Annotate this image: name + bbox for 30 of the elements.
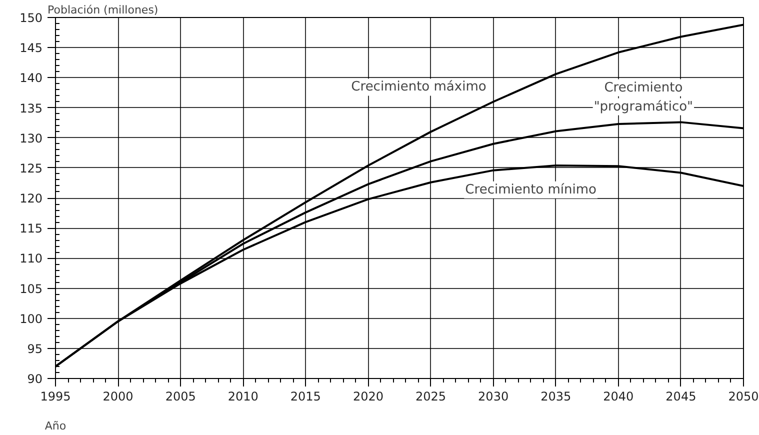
y-tick-label: 130	[20, 131, 42, 146]
y-tick-label: 115	[20, 222, 42, 236]
x-tick-label: 2000	[102, 390, 134, 404]
y-tick-label: 125	[20, 161, 42, 176]
y-tick-label: 150	[20, 11, 42, 25]
y-tick-label: 95	[27, 342, 43, 356]
x-tick-label: 2020	[352, 390, 384, 404]
x-tick-label: 2035	[540, 390, 572, 404]
x-tick-label: 1995	[40, 390, 71, 404]
y-tick-label: 110	[20, 252, 42, 266]
x-tick-label: 2040	[603, 390, 634, 404]
x-tick-label: 2025	[416, 390, 446, 404]
series-label: Crecimiento "programático"	[594, 80, 694, 114]
y-tick-label: 145	[20, 41, 42, 56]
y-tick-label: 120	[20, 192, 42, 206]
y-tick-label: 140	[20, 71, 42, 86]
series-label: Crecimiento mínimo	[465, 182, 597, 198]
y-tick-label: 90	[27, 372, 43, 386]
y-tick-label: 105	[20, 282, 42, 296]
x-tick-label: 2010	[228, 390, 258, 404]
series-label: Crecimiento máximo	[351, 80, 486, 95]
x-tick-label: 2045	[666, 390, 696, 404]
x-tick-label: 2050	[728, 390, 759, 404]
y-tick-label: 100	[20, 312, 42, 326]
x-tick-label: 2015	[290, 390, 321, 404]
x-tick-label: 2005	[165, 390, 196, 404]
x-axis-title: Año	[44, 420, 66, 432]
y-tick-label: 135	[20, 101, 42, 116]
y-axis-title: Población (millones)	[48, 4, 158, 16]
x-tick-label: 2030	[478, 390, 509, 404]
